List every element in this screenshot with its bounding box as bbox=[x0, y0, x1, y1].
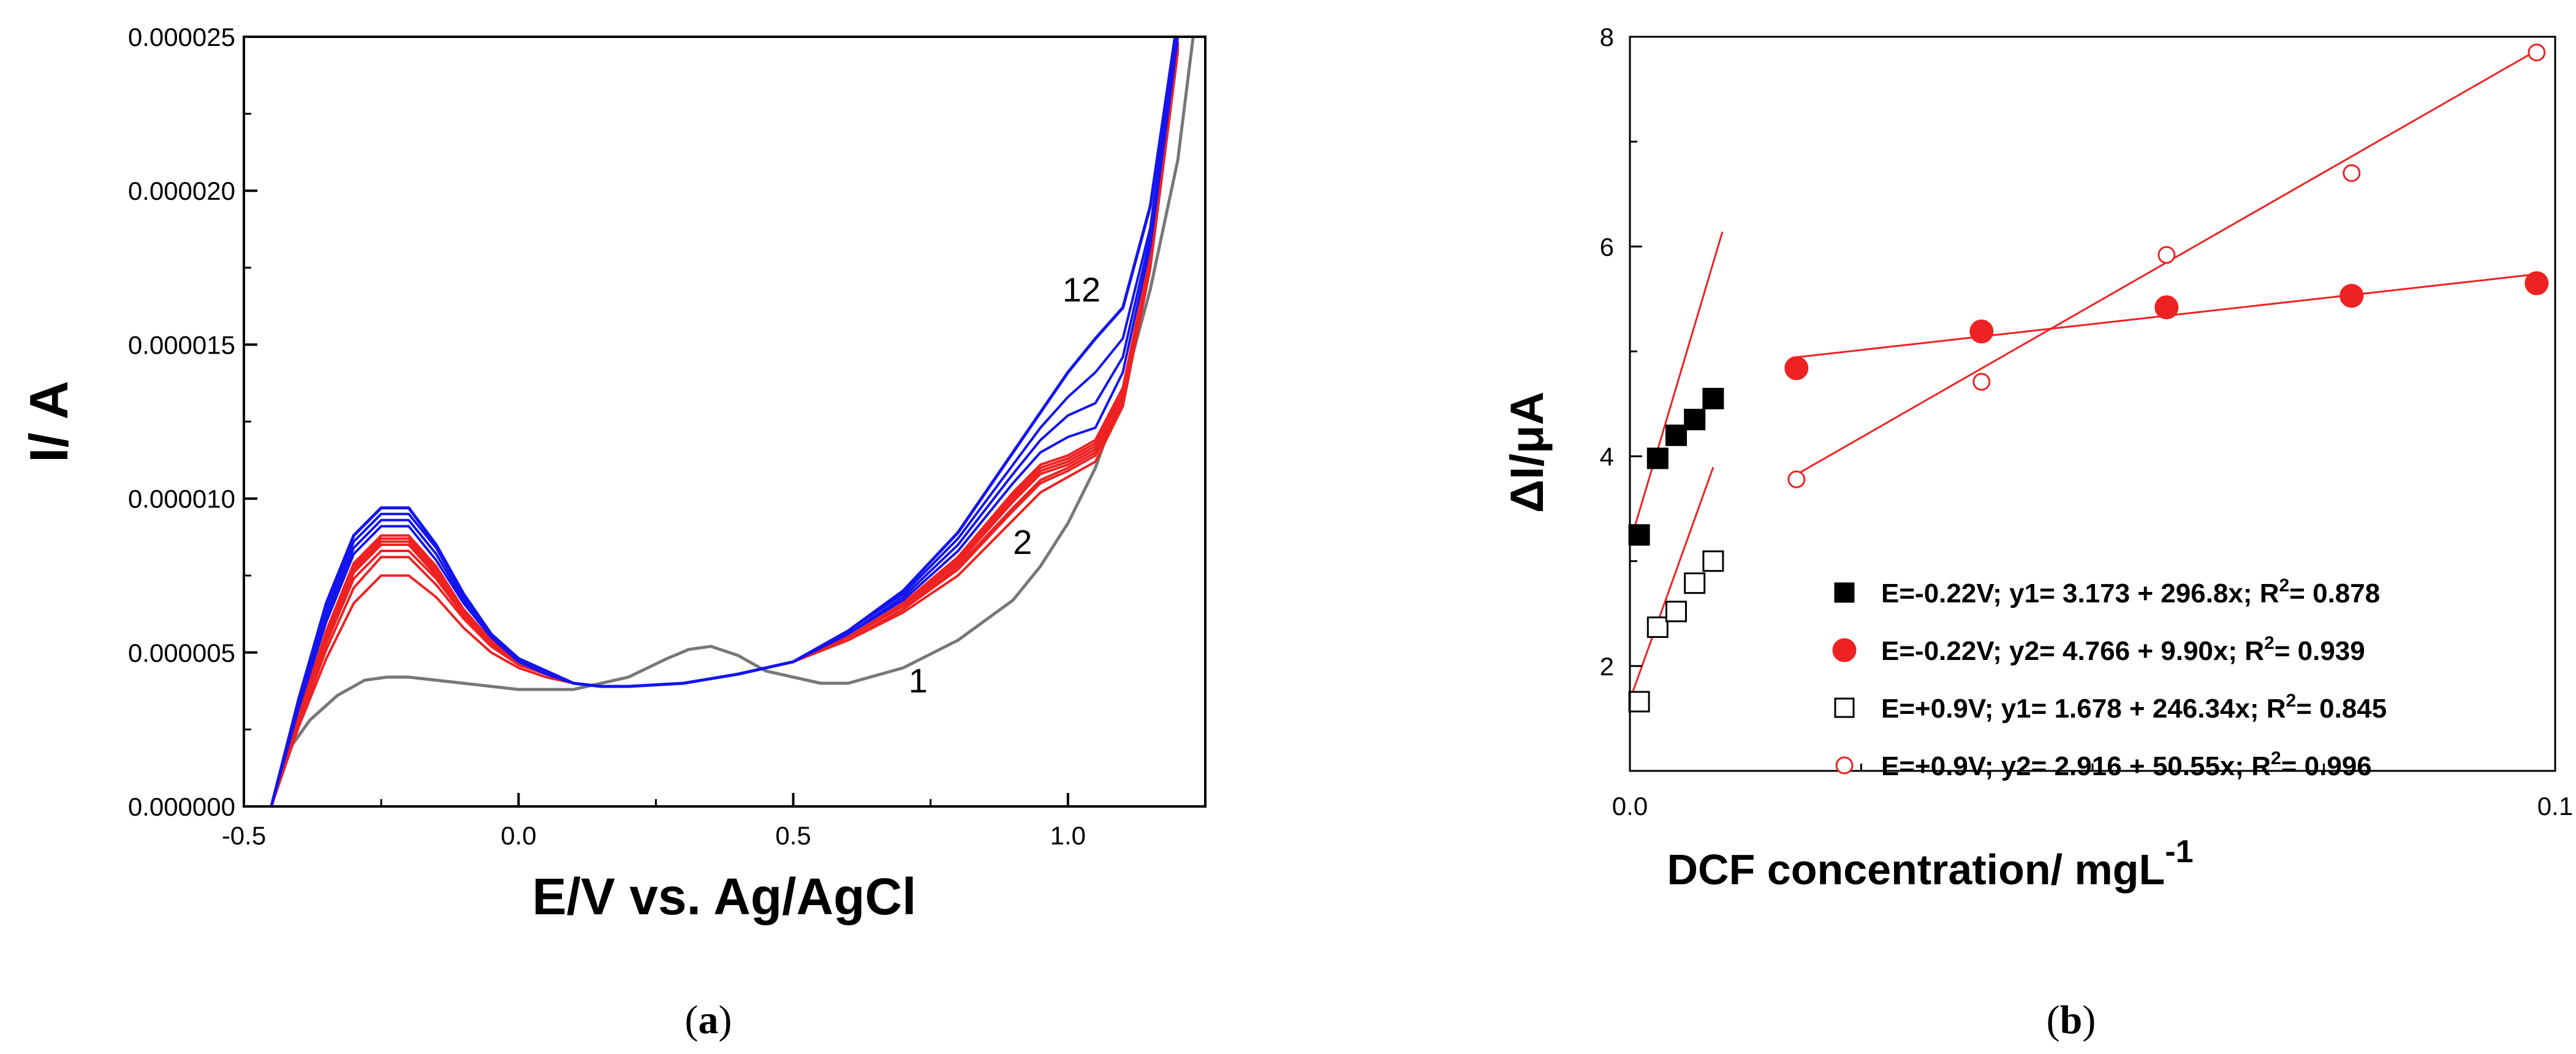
panel-a-curves bbox=[270, 37, 1195, 806]
cv-curve-1 bbox=[270, 37, 1195, 806]
legend-entry-text: E=+0.9V; y2= 2.916 + 50.55x; R bbox=[1881, 751, 2271, 781]
panel-a-caption-letter: a bbox=[699, 998, 719, 1042]
legend-entry-text: E=-0.22V; y2= 4.766 + 9.90x; R bbox=[1881, 636, 2264, 666]
legend-superscript: 2 bbox=[2271, 748, 2281, 768]
panel-a-ytick-label: 0.000020 bbox=[128, 176, 235, 205]
curve-number-label: 12 bbox=[1063, 270, 1100, 309]
data-point bbox=[1969, 319, 1994, 344]
panel-b-xlabel-superscript: -1 bbox=[2165, 834, 2193, 870]
panel-b-legend: E=-0.22V; y1= 3.173 + 296.8x; R2= 0.878E… bbox=[1832, 575, 2387, 781]
legend-superscript: 2 bbox=[2286, 691, 2297, 711]
legend-r2-value: = 0.996 bbox=[2281, 751, 2372, 781]
panel-a-ylabel: I/ A bbox=[18, 381, 79, 463]
panel-b-ytick-label: 8 bbox=[1600, 23, 1614, 51]
legend-r2-value: = 0.845 bbox=[2296, 694, 2387, 724]
panel-a-xtick-label: 1.0 bbox=[1050, 821, 1086, 850]
panel-b-xtick-label: 0.0 bbox=[1612, 792, 1648, 821]
legend-superscript: 2 bbox=[2279, 575, 2289, 596]
panel-b-xlabel-text: DCF concentration/ mgL bbox=[1667, 846, 2165, 893]
data-point bbox=[2343, 164, 2361, 182]
data-point bbox=[1628, 524, 1650, 546]
data-point bbox=[1684, 409, 1706, 431]
panel-a-ytick-label: 0.000025 bbox=[128, 23, 235, 51]
data-point bbox=[1784, 356, 1809, 381]
legend-r2-value: = 0.878 bbox=[2289, 578, 2380, 609]
data-point bbox=[1702, 550, 1724, 572]
legend-r2-value: = 0.939 bbox=[2275, 636, 2365, 666]
panel-b-calibration-plot: 0.0 0.1 2 4 6 8 E=-0.22V; y1= 3.173 + 296.8x;… bbox=[1501, 23, 2573, 1042]
panel-b-ytick-label: 6 bbox=[1600, 232, 1614, 261]
data-point bbox=[1646, 616, 1669, 639]
panel-a-caption: (a) bbox=[685, 998, 732, 1042]
panel-a-xlabel: E/V vs. Ag/AgCl bbox=[532, 868, 916, 925]
data-point bbox=[1665, 601, 1687, 623]
panel-a-xtick-label: 0.0 bbox=[501, 821, 536, 850]
panel-b-content bbox=[1628, 44, 2549, 713]
data-point bbox=[2528, 44, 2546, 62]
data-point bbox=[1628, 691, 1650, 713]
curve-number-label: 2 bbox=[1013, 523, 1032, 561]
panel-a-xtick-label: 0.5 bbox=[775, 821, 811, 850]
data-point bbox=[1665, 424, 1687, 446]
panel-b-ticks: 0.0 0.1 2 4 6 8 bbox=[1600, 23, 2574, 821]
data-point bbox=[1702, 387, 1724, 409]
curve-number-label: 1 bbox=[909, 661, 928, 700]
panel-b-caption: (b) bbox=[2047, 998, 2096, 1042]
data-point bbox=[1646, 447, 1669, 469]
data-point bbox=[2339, 284, 2364, 308]
panel-a-ytick-label: 0.000005 bbox=[128, 639, 235, 667]
legend-entry: E=+0.9V; y2= 2.916 + 50.55x; R2= 0.996 bbox=[1881, 748, 2372, 781]
fit-line bbox=[1629, 467, 1714, 700]
panel-b-ytick-label: 4 bbox=[1600, 442, 1614, 471]
panel-b-ylabel: ΔI/μA bbox=[1501, 392, 1553, 513]
legend-marker bbox=[1834, 582, 1855, 603]
panel-a-annotations: 12 2 1 bbox=[909, 270, 1100, 700]
legend-entry-text: E=+0.9V; y1= 1.678 + 246.34x; R bbox=[1881, 694, 2286, 724]
panel-a-ticks: -0.5 0.0 0.5 1.0 0.000000 0.000005 0.000010 0.0… bbox=[128, 23, 1086, 850]
legend-marker bbox=[1832, 638, 1857, 662]
panel-b-xlabel: DCF concentration/ mgL-1 bbox=[1667, 834, 2193, 893]
cv-curve-12 bbox=[270, 37, 1177, 806]
legend-entry: E=+0.9V; y1= 1.678 + 246.34x; R2= 0.845 bbox=[1881, 691, 2387, 724]
legend-entry: E=-0.22V; y2= 4.766 + 9.90x; R2= 0.939 bbox=[1881, 633, 2365, 666]
legend-superscript: 2 bbox=[2264, 633, 2275, 653]
data-point bbox=[1972, 373, 1991, 391]
legend-entry: E=-0.22V; y1= 3.173 + 296.8x; R2= 0.878 bbox=[1881, 575, 2380, 609]
panel-a-cyclic-voltammogram: -0.5 0.0 0.5 1.0 0.000000 0.000005 0.000010 0.0… bbox=[18, 23, 1207, 1042]
legend-entry-text: E=-0.22V; y1= 3.173 + 296.8x; R bbox=[1881, 578, 2279, 609]
fit-line bbox=[1629, 231, 1724, 544]
panel-b-caption-letter: b bbox=[2060, 998, 2083, 1042]
data-point bbox=[2157, 246, 2176, 264]
data-point bbox=[1684, 572, 1706, 594]
panel-a-ytick-label: 0.000010 bbox=[128, 485, 235, 514]
legend-marker bbox=[1834, 697, 1855, 718]
panel-a-ytick-label: 0.000000 bbox=[128, 792, 235, 821]
data-point bbox=[1787, 470, 1806, 488]
data-point bbox=[2525, 271, 2549, 295]
legend-marker bbox=[1835, 756, 1854, 775]
panel-a-ytick-label: 0.000015 bbox=[128, 330, 235, 359]
panel-a-xtick-label: -0.5 bbox=[222, 821, 266, 850]
data-point bbox=[2154, 295, 2179, 320]
panel-b-ytick-label: 2 bbox=[1600, 652, 1614, 681]
panel-b-xtick-label: 0.1 bbox=[2537, 792, 2573, 821]
